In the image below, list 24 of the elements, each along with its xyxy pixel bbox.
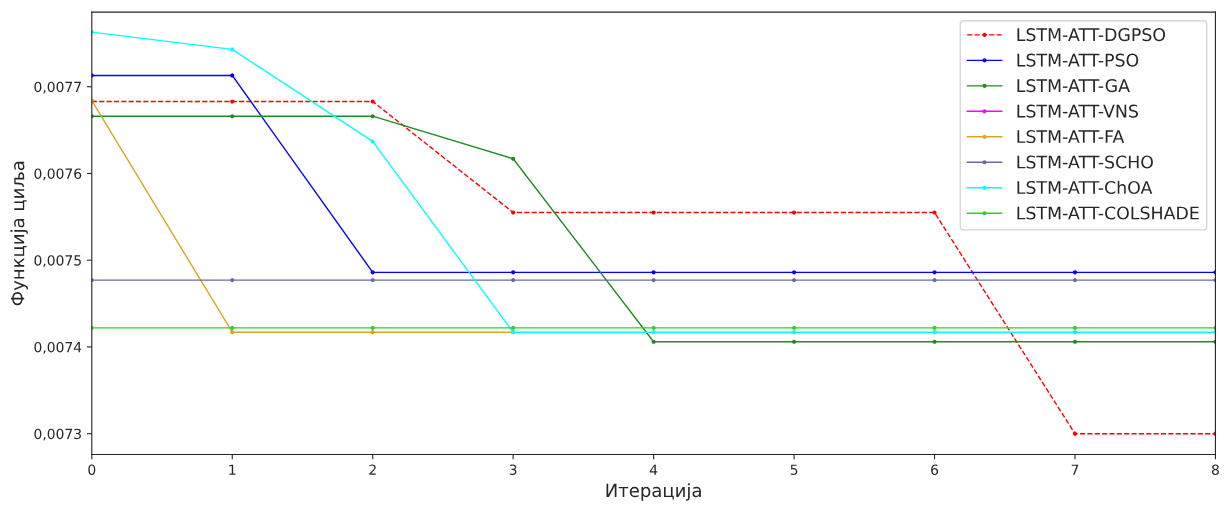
x-tick-label: 0 — [88, 464, 96, 475]
legend-label: LSTM-ATT-GA — [1017, 79, 1130, 93]
legend-label: LSTM-ATT-ChOA — [1017, 180, 1153, 195]
x-tick-label: 8 — [1211, 464, 1219, 475]
legend-label: LSTM-ATT-VNS — [1017, 104, 1138, 118]
x-tick-label: 5 — [790, 464, 798, 475]
legend-label: LSTM-ATT-COLSHADE — [1017, 206, 1199, 220]
y-tick-label: 0,0073 — [34, 428, 81, 441]
legend-label: LSTM-ATT-DGPSO — [1017, 28, 1166, 42]
y-tick-label: 0,0076 — [34, 168, 82, 181]
y-tick-label: 0,0075 — [34, 255, 81, 268]
y-tick-label: 0,0074 — [34, 341, 82, 354]
legend-label: LSTM-ATT-SCHO — [1017, 155, 1153, 169]
y-tick-label: 0,0077 — [34, 81, 81, 94]
x-tick-label: 4 — [649, 464, 658, 475]
x-tick-label: 3 — [509, 464, 517, 475]
legend-label: LSTM-ATT-PSO — [1017, 53, 1139, 67]
x-tick-label: 7 — [1071, 464, 1079, 475]
x-axis-title: Итерација — [606, 483, 701, 501]
legend-label: LSTM-ATT-FA — [1017, 129, 1125, 144]
y-axis-title: Функција циља — [10, 161, 28, 306]
x-tick-label: 2 — [369, 464, 376, 475]
x-tick-label: 6 — [931, 464, 939, 475]
x-tick-label: 1 — [229, 464, 236, 475]
